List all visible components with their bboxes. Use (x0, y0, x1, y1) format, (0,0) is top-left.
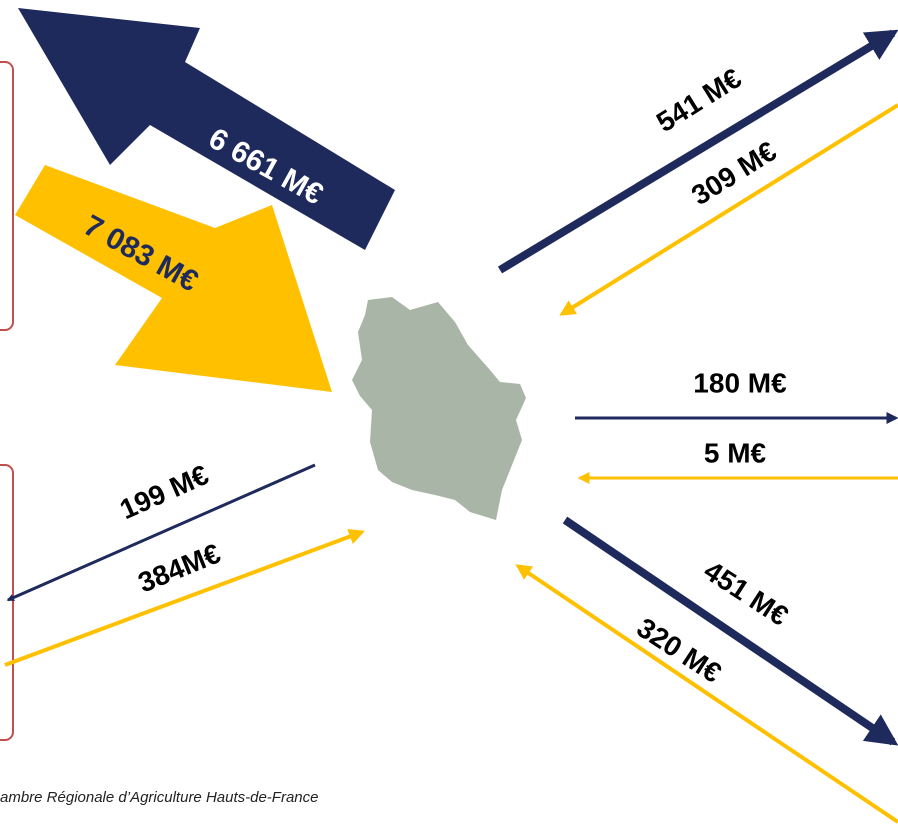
flow-label: 5 M€ (704, 437, 767, 468)
flow-arrow (515, 564, 898, 824)
side-panel (0, 464, 14, 741)
flow-arrow (562, 516, 898, 746)
import-arrow (15, 165, 332, 392)
flow-arrow (6, 463, 316, 602)
flow-arrow (4, 528, 365, 667)
export-arrow (18, 8, 395, 250)
flow-arrow (497, 29, 898, 274)
flow-label: 180 M€ (693, 367, 787, 398)
side-panel (0, 61, 14, 331)
region-map (352, 297, 526, 520)
flow-arrow (559, 103, 898, 316)
source-note: ambre Régionale d’Agriculture Hauts-de-F… (0, 789, 319, 806)
